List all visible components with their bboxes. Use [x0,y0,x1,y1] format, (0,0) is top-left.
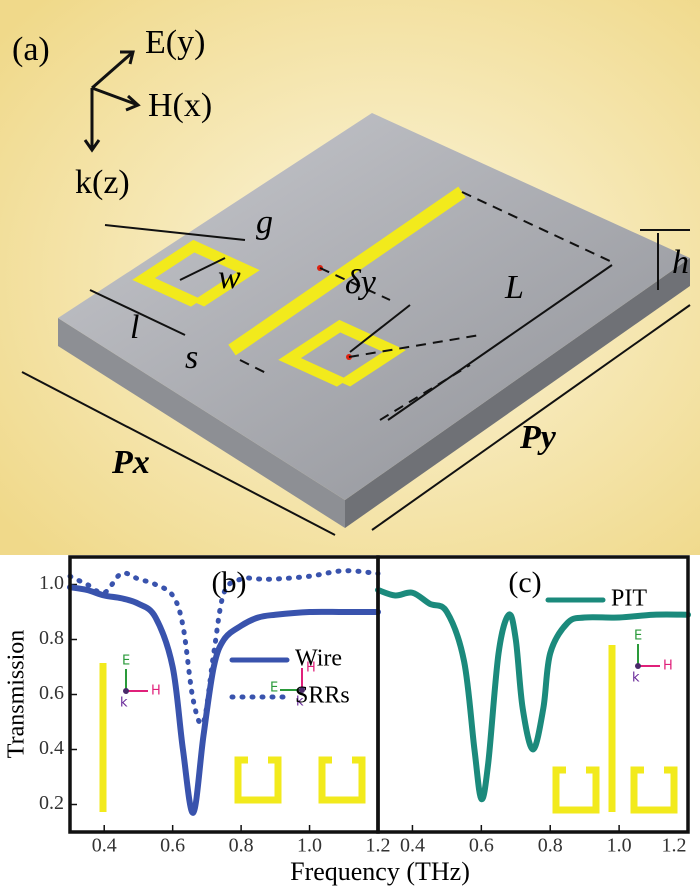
wire [228,186,466,356]
srr-2 [278,319,406,387]
series-line [67,568,381,727]
h-axis-label: H(x) [148,87,212,124]
y-tick-label: 0.8 [39,627,64,649]
srr-ring [132,239,260,307]
slab-top-face [58,113,690,500]
panel-label: (a) [12,31,50,68]
chart-title: (c) [508,566,541,599]
plot-frame [376,555,690,834]
inset-h: H [151,684,161,699]
dimension-arrows [21,224,691,536]
inset-e: E [270,681,278,696]
e-axis-label: E(y) [145,24,205,61]
dim-py: Py [519,419,557,456]
inset-axes: E Hk [270,661,316,710]
x-tick-label: 0.8 [538,835,563,857]
series-line [375,587,691,803]
inset-k [635,663,641,669]
inset-k [123,688,129,694]
dim-L: L [504,269,524,306]
x-tick-label: 1.0 [297,835,322,857]
dim-dy: δy [345,264,377,301]
series-line [67,584,381,816]
inset-e: E [634,629,642,644]
axis-triad [83,50,141,153]
dim-h: h [672,244,689,281]
x-axis-label: Frequency (THz) [290,857,470,886]
slab-left-face [58,318,345,528]
dim-s: s [185,339,198,376]
x-tick-label: 0.8 [229,835,254,857]
inset-k [299,687,305,693]
inset-k-label: k [120,696,128,711]
inset-srr [234,756,282,804]
srr-ring [278,319,406,387]
inset-srr [552,766,600,814]
chart-title: (b) [212,566,247,599]
legend-label: PIT [611,586,647,612]
x-tick-label: 1.0 [607,835,632,857]
inset-k-label: k [632,671,640,686]
y-tick-label: 0.6 [39,682,64,704]
slab-right-face [345,258,690,528]
legend-label: Wire [295,646,342,672]
y-tick-label: 1.0 [39,572,64,594]
inset-h: H [663,659,673,674]
x-tick-label: 0.4 [400,835,425,857]
inset-axes: E Hk [632,629,673,686]
inset-k-label: k [296,695,304,710]
dim-w: w [218,259,241,296]
inset-h: H [306,661,316,676]
inset-axes: E Hk [120,654,161,711]
inset-srr [630,766,678,814]
dim-px: Px [111,444,150,481]
y-tick-label: 0.2 [39,792,64,814]
x-tick-label: 1.2 [662,835,687,857]
y-tick-label: 0.4 [39,737,64,759]
x-tick-label: 0.6 [160,835,185,857]
k-axis-label: k(z) [75,164,130,201]
dim-g: g [256,204,273,241]
inset-e: E [122,654,130,669]
dim-l: l [130,309,139,346]
srr-1 [132,239,260,307]
x-tick-label: 1.2 [366,835,391,857]
legend-label: SRRs [295,683,350,709]
x-tick-label: 0.4 [92,835,117,857]
y-axis-label: Transmission [4,630,30,758]
inset-srr [318,756,366,804]
x-tick-label: 0.6 [469,835,494,857]
